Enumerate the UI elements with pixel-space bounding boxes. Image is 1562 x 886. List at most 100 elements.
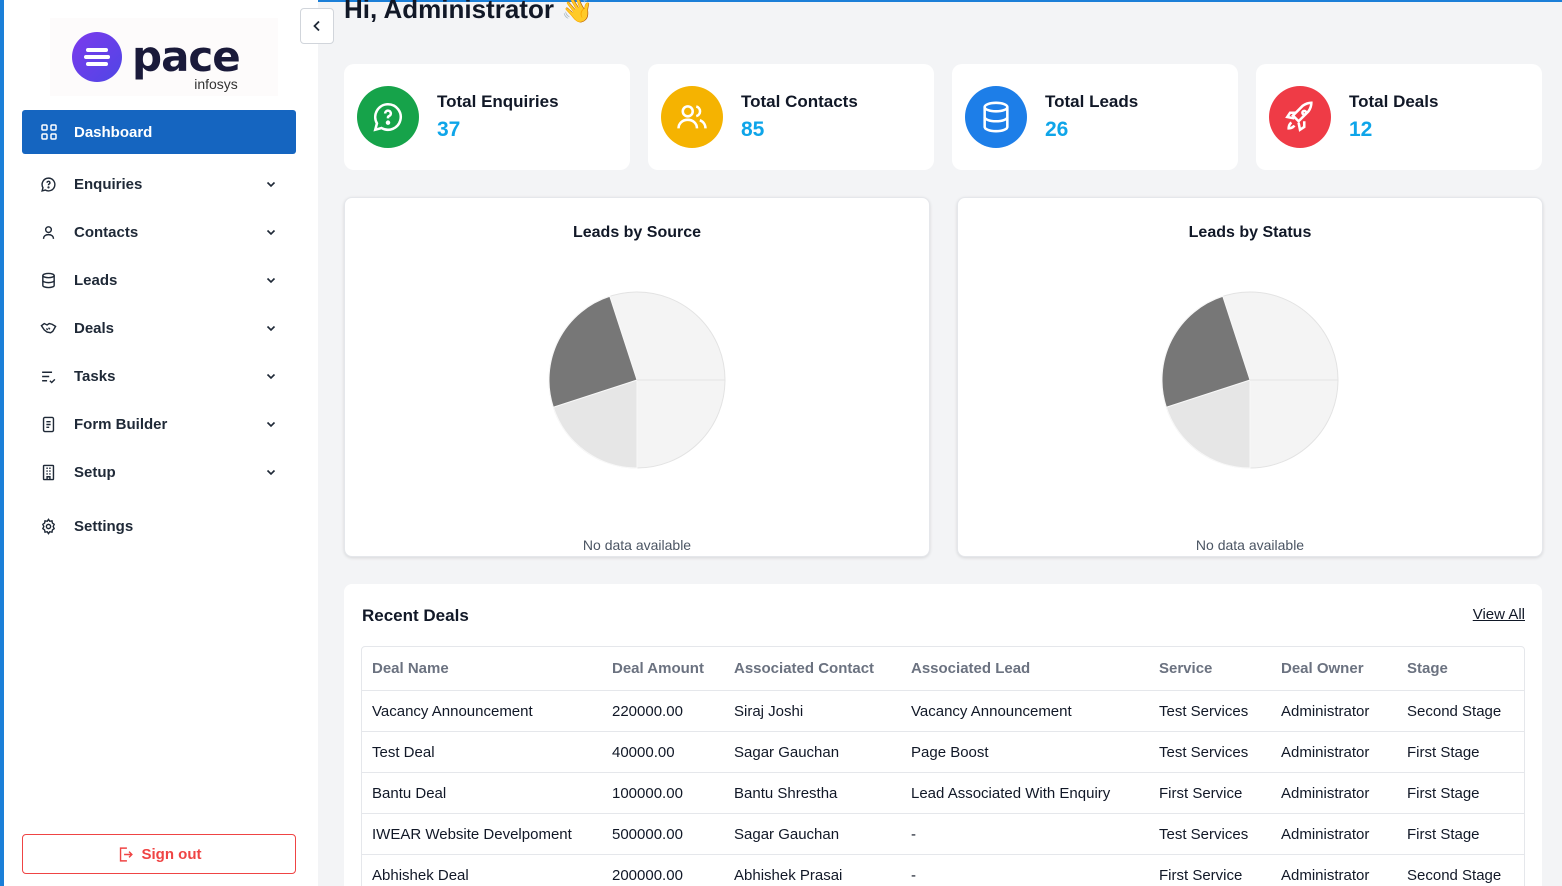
sidebar-item-label: Enquiries xyxy=(74,175,143,193)
table-row[interactable]: Bantu Deal 100000.00 Bantu Shrestha Lead… xyxy=(362,773,1524,814)
stat-card-contacts[interactable]: Total Contacts 85 xyxy=(648,64,934,170)
table-row[interactable]: Vacancy Announcement 220000.00 Siraj Jos… xyxy=(362,691,1524,732)
sidebar-item-form-builder[interactable]: Form Builder xyxy=(22,400,296,448)
pie-placeholder-slice-dark xyxy=(1161,295,1251,408)
sidebar-item-settings[interactable]: Settings xyxy=(22,502,296,550)
service-cell: Test Services xyxy=(1149,814,1271,855)
pie-placeholder-slice-light xyxy=(552,379,638,469)
stat-label: Total Contacts xyxy=(741,92,858,111)
associated-contact-cell: Sagar Gauchan xyxy=(724,814,901,855)
recent-deals-title: Recent Deals xyxy=(362,606,469,625)
deal-owner-cell: Administrator xyxy=(1271,691,1397,732)
view-all-link[interactable]: View All xyxy=(1472,606,1525,623)
chat-question-icon xyxy=(357,86,419,148)
sidebar-item-setup[interactable]: Setup xyxy=(22,448,296,496)
chevron-down-icon[interactable] xyxy=(266,179,276,189)
sidebar-item-label: Dashboard xyxy=(74,123,153,141)
building-icon xyxy=(40,464,57,481)
logo-mark-icon xyxy=(72,32,122,82)
stage-cell: First Stage xyxy=(1397,814,1524,855)
service-cell: Test Services xyxy=(1149,691,1271,732)
deal-amount-cell: 220000.00 xyxy=(602,691,724,732)
user-icon xyxy=(40,224,57,241)
column-header-stage[interactable]: Stage xyxy=(1397,647,1524,691)
waving-hand-icon: 👋 xyxy=(561,0,594,24)
chart-title: Leads by Status xyxy=(1188,224,1312,241)
handshake-icon xyxy=(40,320,57,337)
stage-cell: First Stage xyxy=(1397,773,1524,814)
table-row[interactable]: Abhishek Deal 200000.00 Abhishek Prasai … xyxy=(362,855,1524,886)
deal-owner-cell: Administrator xyxy=(1271,855,1397,886)
stat-card-deals[interactable]: Total Deals 12 xyxy=(1256,64,1542,170)
database-icon xyxy=(965,86,1027,148)
sign-out-button[interactable]: Sign out xyxy=(22,834,296,874)
associated-contact-cell: Sagar Gauchan xyxy=(724,732,901,773)
sidebar-item-dashboard[interactable]: Dashboard xyxy=(22,110,296,154)
collapse-sidebar-button[interactable] xyxy=(300,8,334,44)
users-icon xyxy=(661,86,723,148)
stat-value: 37 xyxy=(437,118,461,141)
sidebar-item-tasks[interactable]: Tasks xyxy=(22,352,296,400)
sidebar-item-label: Contacts xyxy=(74,223,139,241)
stat-card-enquiries[interactable]: Total Enquiries 37 xyxy=(344,64,630,170)
service-cell: First Service xyxy=(1149,855,1271,886)
sidebar-item-label: Setup xyxy=(74,463,116,481)
deal-name-cell: Abhishek Deal xyxy=(362,855,602,886)
deal-amount-cell: 500000.00 xyxy=(602,814,724,855)
sidebar-nav: Dashboard Enquiries Contacts Leads xyxy=(22,110,296,550)
chevron-left-icon xyxy=(313,20,320,32)
chevron-down-icon[interactable] xyxy=(266,323,276,333)
column-header-associated-lead[interactable]: Associated Lead xyxy=(901,647,1149,691)
associated-lead-cell: Lead Associated With Enquiry xyxy=(901,773,1149,814)
form-icon xyxy=(40,416,57,433)
grid-icon xyxy=(40,124,57,141)
left-accent-bar xyxy=(0,0,4,886)
stat-value: 85 xyxy=(741,118,765,141)
associated-lead-cell: Vacancy Announcement xyxy=(901,691,1149,732)
stat-label: Total Leads xyxy=(1045,92,1139,111)
stat-value: 12 xyxy=(1349,118,1373,141)
stat-value: 26 xyxy=(1045,118,1069,141)
chevron-down-icon[interactable] xyxy=(266,419,276,429)
associated-lead-cell: Page Boost xyxy=(901,732,1149,773)
chart-empty-message: No data available xyxy=(1195,537,1305,553)
table-header-row: Deal Name Deal Amount Associated Contact… xyxy=(362,647,1524,691)
pie-placeholder xyxy=(548,291,726,469)
greeting-text: Hi, Administrator xyxy=(344,0,554,24)
deal-owner-cell: Administrator xyxy=(1271,773,1397,814)
gear-icon xyxy=(40,517,57,535)
deal-amount-cell: 100000.00 xyxy=(602,773,724,814)
chevron-down-icon[interactable] xyxy=(266,371,276,381)
sidebar-item-contacts[interactable]: Contacts xyxy=(22,208,296,256)
stat-card-leads[interactable]: Total Leads 26 xyxy=(952,64,1238,170)
chevron-down-icon[interactable] xyxy=(266,275,276,285)
sidebar-item-label: Form Builder xyxy=(74,415,168,433)
sidebar-item-label: Settings xyxy=(74,517,134,535)
chevron-down-icon[interactable] xyxy=(266,467,276,477)
sidebar-item-leads[interactable]: Leads xyxy=(22,256,296,304)
chevron-down-icon[interactable] xyxy=(266,227,276,237)
column-header-deal-owner[interactable]: Deal Owner xyxy=(1271,647,1397,691)
table-row[interactable]: IWEAR Website Develpoment 500000.00 Saga… xyxy=(362,814,1524,855)
associated-contact-cell: Siraj Joshi xyxy=(724,691,901,732)
sidebar-item-label: Deals xyxy=(74,319,115,337)
table-row[interactable]: Test Deal 40000.00 Sagar Gauchan Page Bo… xyxy=(362,732,1524,773)
sidebar-item-label: Tasks xyxy=(74,367,116,385)
sidebar-item-label: Leads xyxy=(74,271,118,289)
column-header-deal-amount[interactable]: Deal Amount xyxy=(602,647,724,691)
column-header-deal-name[interactable]: Deal Name xyxy=(362,647,602,691)
associated-contact-cell: Bantu Shrestha xyxy=(724,773,901,814)
service-cell: Test Services xyxy=(1149,732,1271,773)
deal-amount-cell: 40000.00 xyxy=(602,732,724,773)
sign-out-icon xyxy=(119,846,133,862)
recent-deals-table: Deal Name Deal Amount Associated Contact… xyxy=(361,646,1525,886)
column-header-service[interactable]: Service xyxy=(1149,647,1271,691)
brand-logo[interactable]: pace infosys xyxy=(50,18,278,96)
sidebar: pace infosys Dashboard Enquiries Contact… xyxy=(4,0,318,886)
brand-word: pace xyxy=(132,32,241,81)
pie-placeholder-slice-dark xyxy=(548,295,638,408)
sidebar-item-enquiries[interactable]: Enquiries xyxy=(22,160,296,208)
deal-owner-cell: Administrator xyxy=(1271,814,1397,855)
column-header-associated-contact[interactable]: Associated Contact xyxy=(724,647,901,691)
sidebar-item-deals[interactable]: Deals xyxy=(22,304,296,352)
